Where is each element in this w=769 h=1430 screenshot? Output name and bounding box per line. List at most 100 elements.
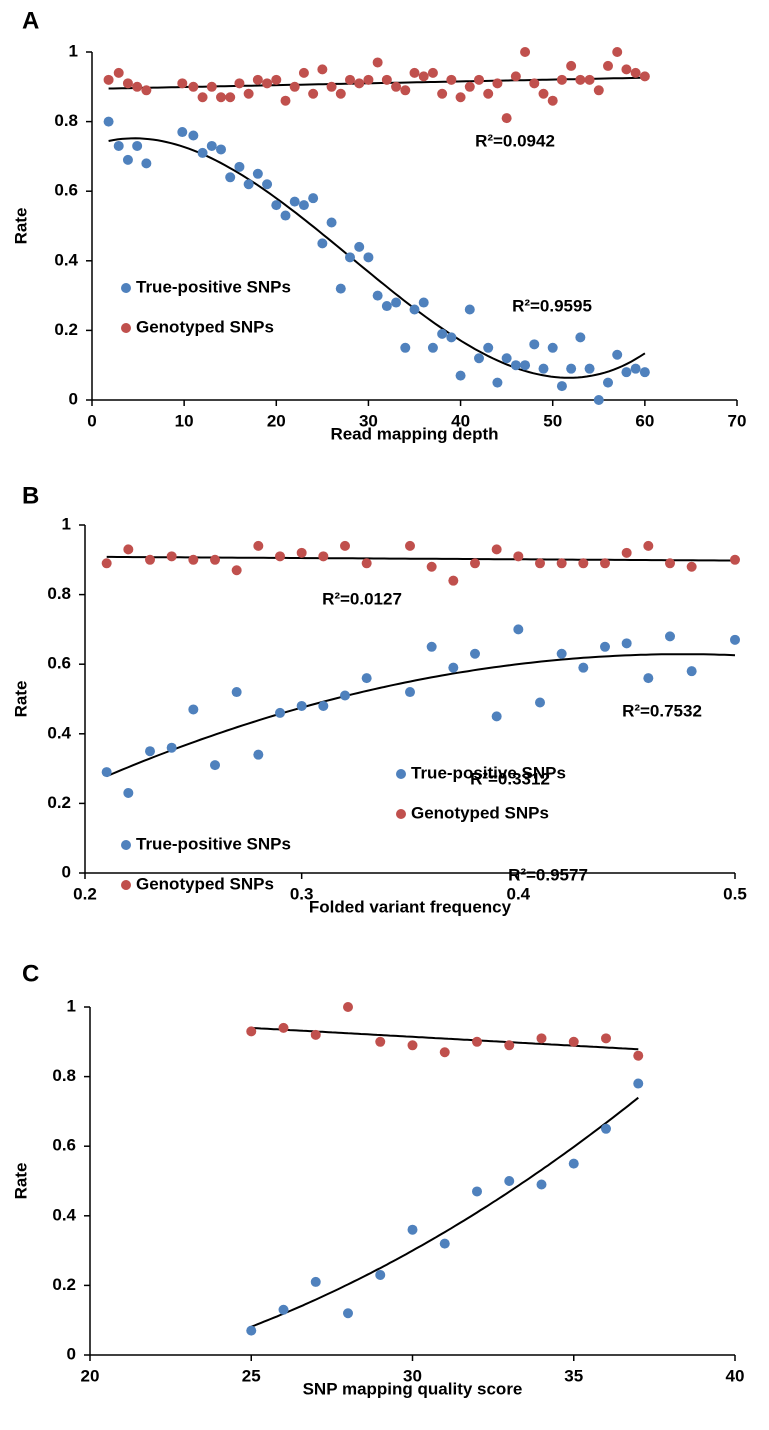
data-point <box>483 342 494 353</box>
data-point <box>405 687 415 698</box>
data-point <box>603 377 613 388</box>
data-point <box>225 172 236 183</box>
data-point <box>556 381 567 392</box>
data-point <box>363 252 374 263</box>
legend-label: True-positive SNPs <box>411 763 566 782</box>
data-point <box>335 283 346 294</box>
data-point <box>243 179 254 190</box>
data-point <box>437 88 448 99</box>
data-point <box>123 787 134 798</box>
data-point <box>234 78 245 89</box>
x-tick-label: 0.5 <box>723 884 747 903</box>
data-point <box>296 700 307 711</box>
x-tick-label: 35 <box>564 1366 583 1385</box>
r-squared-label: R²=0.3312 <box>470 769 550 788</box>
data-point <box>308 193 319 204</box>
legend-marker <box>121 283 131 293</box>
data-point <box>391 81 402 92</box>
y-tick-label: 1 <box>62 514 71 533</box>
data-point <box>600 558 610 569</box>
data-point <box>513 551 524 562</box>
data-point <box>593 395 604 405</box>
data-point <box>326 217 337 228</box>
data-point <box>188 130 199 141</box>
data-point <box>578 558 589 569</box>
y-tick-label: 0 <box>62 862 71 881</box>
x-tick-label: 30 <box>359 411 378 430</box>
data-point <box>529 339 540 350</box>
data-point <box>501 353 512 364</box>
data-point <box>318 551 329 562</box>
data-point <box>343 1308 353 1319</box>
data-point <box>381 301 392 312</box>
data-point <box>446 74 457 85</box>
data-point <box>113 67 124 78</box>
data-point <box>643 540 654 551</box>
r-squared-label: R²=0.7532 <box>622 701 702 720</box>
data-point <box>375 1269 386 1280</box>
data-point <box>474 353 484 364</box>
data-point <box>639 71 650 82</box>
x-axis-label: SNP mapping quality score <box>303 1379 523 1398</box>
data-point <box>103 74 114 85</box>
data-point <box>448 662 459 673</box>
data-point <box>252 74 263 85</box>
r-squared-label: R²=0.0127 <box>322 589 402 608</box>
data-point <box>538 88 549 99</box>
y-tick-label: 0.8 <box>54 111 78 130</box>
data-point <box>538 363 549 374</box>
data-point <box>439 1047 450 1058</box>
data-point <box>470 648 480 659</box>
data-point <box>529 78 540 89</box>
data-point <box>253 749 264 760</box>
data-point <box>243 88 254 99</box>
data-point <box>197 92 208 103</box>
data-point <box>231 687 242 698</box>
trendline <box>250 1096 639 1328</box>
legend-label: Genotyped SNPs <box>136 874 274 893</box>
data-point <box>354 241 365 252</box>
data-point <box>354 78 365 89</box>
data-point <box>566 60 577 71</box>
data-point <box>177 127 188 138</box>
data-point <box>141 158 152 169</box>
data-point <box>556 558 567 569</box>
data-point <box>113 140 124 151</box>
data-point <box>566 363 577 374</box>
data-point <box>612 47 623 57</box>
x-tick-label: 25 <box>242 1366 261 1385</box>
data-point <box>470 558 480 569</box>
data-point <box>448 575 459 586</box>
y-axis-label: Rate <box>11 1163 30 1200</box>
r-squared-label: R²=0.9595 <box>512 296 592 315</box>
data-point <box>427 67 438 78</box>
data-point <box>593 85 604 96</box>
trendline <box>106 555 736 562</box>
data-point <box>271 200 282 211</box>
data-point <box>407 1040 418 1051</box>
data-point <box>308 88 319 99</box>
data-point <box>216 92 226 103</box>
data-point <box>520 360 531 371</box>
data-point <box>210 554 220 565</box>
panel-label: C <box>22 960 39 987</box>
data-point <box>601 1123 611 1134</box>
data-point <box>504 1176 515 1186</box>
data-point <box>318 700 329 711</box>
data-point <box>513 624 524 635</box>
y-tick-label: 0.6 <box>52 1136 76 1155</box>
data-point <box>317 64 328 75</box>
data-point <box>603 60 613 71</box>
data-point <box>730 634 740 645</box>
data-point <box>630 67 641 78</box>
data-point <box>418 297 429 308</box>
data-point <box>253 540 264 551</box>
data-point <box>578 662 589 673</box>
y-tick-label: 0.6 <box>47 654 71 673</box>
data-point <box>275 707 285 718</box>
data-point <box>427 342 438 353</box>
data-point <box>326 81 337 92</box>
x-tick-label: 0.3 <box>290 884 314 903</box>
data-point <box>361 673 372 684</box>
